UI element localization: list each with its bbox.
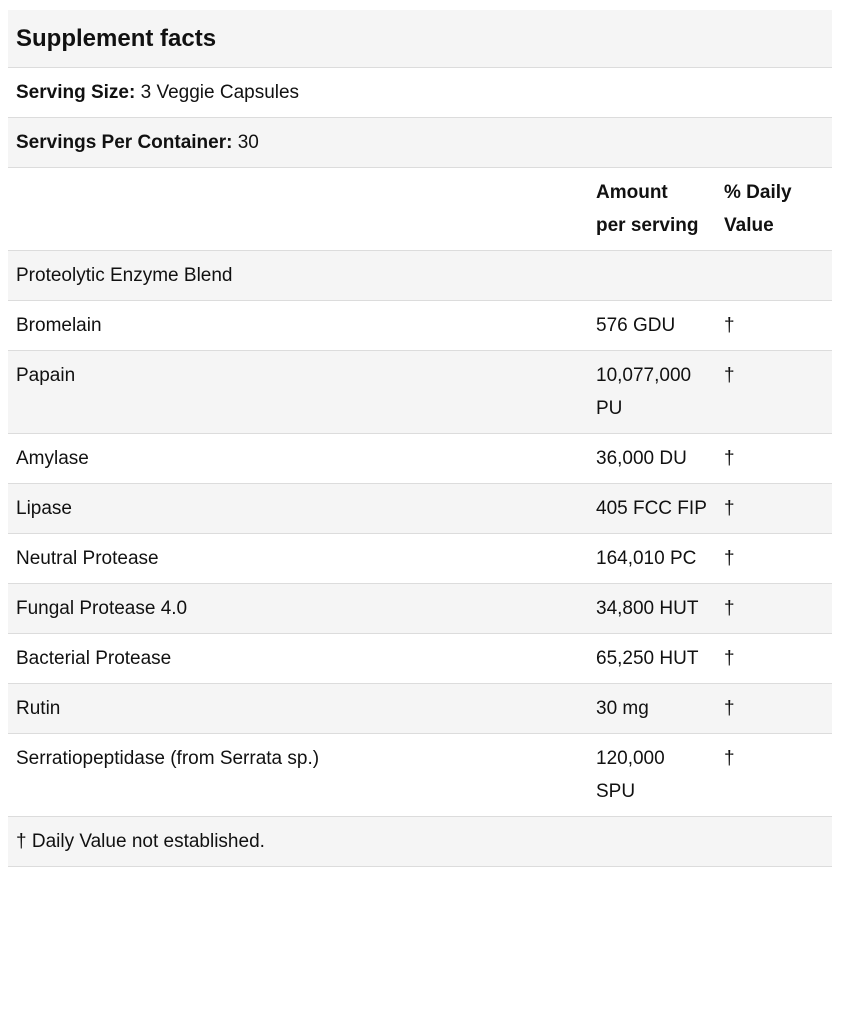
ingredient-daily-value: †: [716, 633, 832, 684]
ingredient-name: Fungal Protease 4.0: [8, 583, 588, 634]
ingredient-name: Bacterial Protease: [8, 633, 588, 684]
ingredient-daily-value: †: [716, 583, 832, 634]
table-title: Supplement facts: [8, 10, 832, 68]
serving-size-value: 3 Veggie Capsules: [140, 82, 300, 103]
daily-value-header: % Daily Value: [724, 182, 792, 236]
ingredient-daily-value: †: [716, 733, 832, 817]
ingredient-row: Fungal Protease 4.0 34,800 HUT †: [8, 583, 832, 634]
ingredient-amount: 65,250 HUT: [588, 633, 716, 684]
serving-size-label: Serving Size:: [16, 82, 136, 103]
ingredient-row: Serratiopeptidase (from Serrata sp.) 120,…: [8, 733, 832, 817]
column-header-row: Amount per serving % Daily Value: [8, 167, 832, 251]
ingredient-name: Lipase: [8, 483, 588, 534]
ingredient-amount: 576 GDU: [588, 300, 716, 351]
serving-size-row: Serving Size: 3 Veggie Capsules: [8, 67, 832, 118]
servings-per-container-label: Servings Per Container:: [16, 132, 233, 153]
ingredient-name: Serratiopeptidase (from Serrata sp.): [8, 733, 588, 817]
ingredient-row: Lipase 405 FCC FIP †: [8, 483, 832, 534]
ingredient-amount: 405 FCC FIP: [588, 483, 716, 534]
ingredient-row: Neutral Protease 164,010 PC †: [8, 533, 832, 584]
ingredient-daily-value: †: [716, 350, 832, 434]
ingredient-daily-value: †: [716, 483, 832, 534]
ingredient-name: Neutral Protease: [8, 533, 588, 584]
ingredient-row: Rutin 30 mg †: [8, 683, 832, 734]
ingredient-row: Bacterial Protease 65,250 HUT †: [8, 633, 832, 684]
ingredient-daily-value: †: [716, 300, 832, 351]
ingredient-row: Bromelain 576 GDU †: [8, 300, 832, 351]
amount-header: Amount per serving: [596, 182, 699, 236]
ingredient-amount: 120,000 SPU: [588, 733, 716, 817]
ingredient-name: Papain: [8, 350, 588, 434]
supplement-facts-panel: Supplement facts Serving Size: 3 Veggie …: [8, 10, 832, 867]
ingredient-row: Papain 10,077,000 PU †: [8, 350, 832, 434]
ingredient-row: Amylase 36,000 DU †: [8, 433, 832, 484]
ingredient-daily-value: †: [716, 683, 832, 734]
ingredient-name: Bromelain: [8, 300, 588, 351]
blend-row: Proteolytic Enzyme Blend: [8, 250, 832, 301]
servings-per-container-row: Servings Per Container: 30: [8, 117, 832, 168]
footnote: † Daily Value not established.: [8, 816, 832, 867]
ingredient-amount: 34,800 HUT: [588, 583, 716, 634]
blend-name: Proteolytic Enzyme Blend: [8, 250, 832, 301]
ingredient-amount: 36,000 DU: [588, 433, 716, 484]
ingredient-amount: 10,077,000 PU: [588, 350, 716, 434]
ingredient-name: Rutin: [8, 683, 588, 734]
ingredient-amount: 30 mg: [588, 683, 716, 734]
servings-per-container-value: 30: [237, 132, 259, 153]
supplement-facts-table: Supplement facts Serving Size: 3 Veggie …: [8, 10, 832, 867]
ingredient-amount: 164,010 PC: [588, 533, 716, 584]
ingredient-name: Amylase: [8, 433, 588, 484]
ingredient-daily-value: †: [716, 433, 832, 484]
ingredient-daily-value: †: [716, 533, 832, 584]
footnote-row: † Daily Value not established.: [8, 816, 832, 867]
